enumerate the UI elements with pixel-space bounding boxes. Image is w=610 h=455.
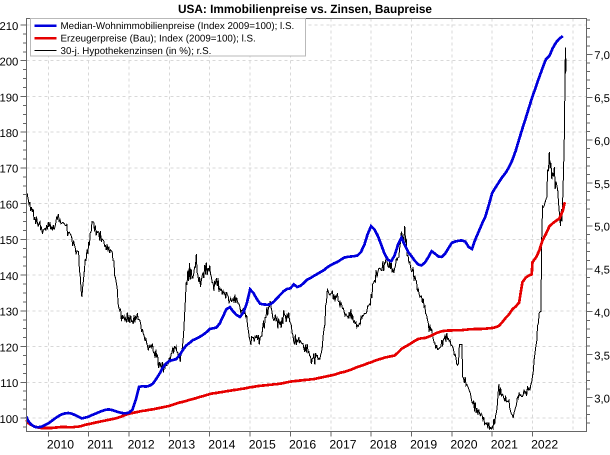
svg-text:30-j. Hypothekenzinsen (in %);: 30-j. Hypothekenzinsen (in %); r.S.: [61, 46, 212, 57]
svg-text:USA: Immobilienpreise vs. Zins: USA: Immobilienpreise vs. Zinsen, Baupre…: [178, 2, 432, 16]
svg-text:2019: 2019: [410, 437, 437, 450]
svg-text:5,5: 5,5: [594, 179, 610, 191]
svg-text:2015: 2015: [249, 437, 276, 450]
svg-text:2014: 2014: [208, 437, 235, 450]
svg-text:6,0: 6,0: [594, 136, 610, 148]
svg-text:2010: 2010: [47, 437, 74, 450]
svg-text:100: 100: [0, 414, 18, 426]
svg-text:2013: 2013: [168, 437, 195, 450]
svg-text:210: 210: [0, 21, 18, 33]
svg-text:5,0: 5,0: [594, 222, 610, 234]
svg-text:4,0: 4,0: [594, 308, 610, 320]
svg-text:180: 180: [0, 128, 18, 140]
svg-text:150: 150: [0, 235, 18, 247]
svg-text:130: 130: [0, 307, 18, 319]
svg-text:110: 110: [0, 378, 18, 390]
svg-text:Erzeugerpreise (Bau); Index (2: Erzeugerpreise (Bau); Index (2009=100); …: [61, 34, 256, 45]
svg-text:190: 190: [0, 92, 18, 104]
svg-text:160: 160: [0, 199, 18, 211]
svg-text:6,5: 6,5: [594, 93, 610, 105]
svg-text:2017: 2017: [329, 437, 356, 450]
svg-text:3,0: 3,0: [594, 393, 610, 405]
svg-text:2012: 2012: [128, 437, 155, 450]
svg-text:Median-Wohnimmobilienpreise (I: Median-Wohnimmobilienpreise (Index 2009=…: [61, 21, 295, 32]
svg-text:4,5: 4,5: [594, 265, 610, 277]
svg-text:2022: 2022: [531, 437, 558, 450]
svg-text:2020: 2020: [450, 437, 477, 450]
svg-text:2011: 2011: [87, 437, 113, 450]
svg-text:2018: 2018: [370, 437, 397, 450]
svg-text:140: 140: [0, 271, 18, 283]
svg-text:2016: 2016: [289, 437, 316, 450]
svg-text:7,0: 7,0: [594, 50, 610, 62]
svg-text:170: 170: [0, 164, 18, 176]
svg-text:120: 120: [0, 342, 18, 354]
svg-text:2021: 2021: [491, 437, 518, 450]
svg-text:3,5: 3,5: [594, 350, 610, 362]
svg-text:200: 200: [0, 57, 18, 69]
